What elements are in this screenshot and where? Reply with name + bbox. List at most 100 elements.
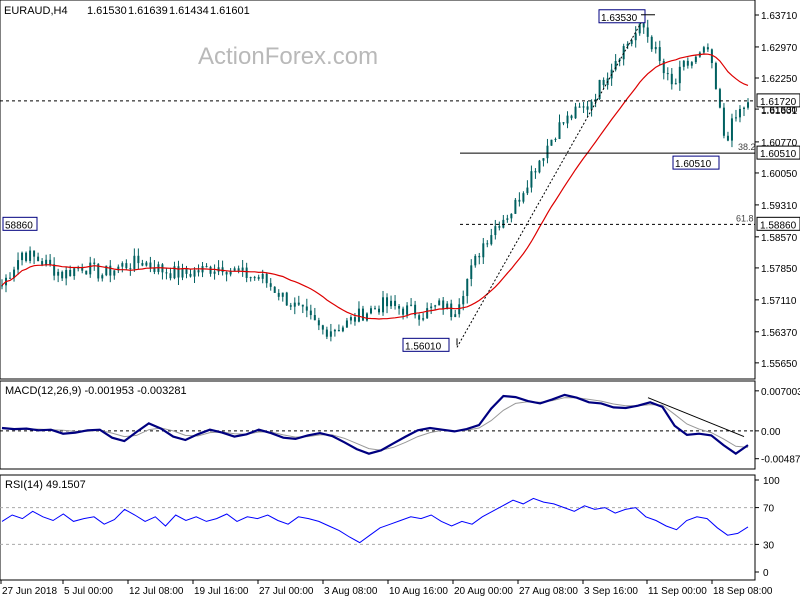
candle-body [229,270,232,275]
price-y-tick-label: 1.62970 [761,43,798,54]
candle-body [369,308,372,314]
candle-body [426,308,429,319]
price-callout-box [2,216,38,231]
instrument-label: EURAUD,H4 [4,5,68,17]
candle-body [678,66,681,84]
candle-body [193,270,196,277]
price-y-tick-label: 1.62250 [761,74,798,85]
candle-body [173,266,176,279]
candle-body [329,331,332,337]
candle-body [666,73,669,75]
candle-body [149,262,152,268]
candle-body [57,271,60,276]
candle-body [53,264,56,276]
candle-body [353,317,356,322]
x-tick-label: 11 Sep 00:00 [648,586,707,597]
candle-body [662,61,665,74]
candle-body [558,122,561,139]
level-price-box [756,216,800,231]
x-tick-label: 5 Jul 00:00 [64,586,113,597]
candle-body [374,308,376,310]
candle-body [341,327,344,332]
candle-body [738,108,741,118]
x-tick-label: 27 Aug 08:00 [519,586,578,597]
candle-body [598,79,601,99]
candle-body [394,300,397,306]
candle-body [41,261,44,265]
level-price-box [756,93,800,108]
price-y-tick-label: 1.58570 [761,233,798,244]
candle-body [562,122,565,124]
candle-body [81,267,84,271]
candle-body [345,320,348,328]
x-tick-label: 19 Jul 16:00 [194,586,249,597]
candle-body [321,325,324,330]
price-y-tick-label: 1.57110 [761,296,797,307]
candle-body [21,252,24,261]
candle-body [494,226,497,236]
candle-body [61,271,64,279]
candle-body [33,250,36,257]
candle-body [718,89,721,108]
candle-body [357,308,360,322]
price-layer: 61.8 38.2 1.63530 1.60510 1.56010 58860 [0,9,756,352]
candle-body [638,23,641,34]
candle-body [710,49,713,64]
candle-body [245,267,248,278]
candle-body [89,262,92,275]
candle-body [213,271,216,274]
candle-body [582,106,585,108]
candle-body [442,300,445,310]
candle-body [458,304,461,315]
candle-body [205,266,208,268]
level-price-text: 1.60510 [760,149,797,160]
moving-average-line [1,53,749,320]
price-callout-text: 58860 [5,220,33,231]
price-y-tick-label: 1.60770 [761,138,798,149]
candle-body [578,106,581,108]
candle-body [241,267,244,271]
candle-body [498,226,501,228]
candle-body [706,47,709,50]
rsi-y-tick-label: 0 [763,568,769,579]
candle-body [365,313,368,321]
candle-body [101,275,104,279]
candle-body [25,252,28,261]
candle-body [454,314,457,318]
candle-body [438,300,441,306]
price-y-tick-label: 1.56370 [761,328,798,339]
candle-body [141,263,144,266]
candle-body [121,263,124,267]
candle-body [522,193,525,202]
candle-body [9,277,12,279]
candle-body [177,266,180,278]
x-tick-label: 10 Aug 16:00 [389,586,448,597]
candle-body [349,317,352,321]
price-callout-text: 1.60510 [675,159,712,170]
candle-body [566,115,569,124]
candle-body [73,268,76,277]
candle-body [13,269,16,279]
candle-body [309,310,312,316]
macd-trendline [647,397,745,438]
candle-body [69,270,72,277]
x-tick-label: 3 Sep 16:00 [584,586,638,597]
candle-body [530,171,533,188]
candle-body [45,259,48,265]
rsi-y-tick-label: 30 [763,540,775,551]
candle-body [285,292,288,306]
candle-body [137,255,140,264]
price-y-tick-label: 1.57850 [761,264,798,275]
level-price-box [756,145,800,160]
quote-open: 1.61530 [87,5,127,17]
candle-body [382,297,385,313]
candle-body [686,60,689,66]
candle-body [165,272,168,274]
candle-body [97,263,100,279]
candle-body [313,315,316,321]
macd-y-tick-label: -0.004873 [761,455,800,466]
candle-body [594,98,597,102]
macd-y-tick-label: 0.00 [761,427,781,438]
candle-body [414,304,417,316]
